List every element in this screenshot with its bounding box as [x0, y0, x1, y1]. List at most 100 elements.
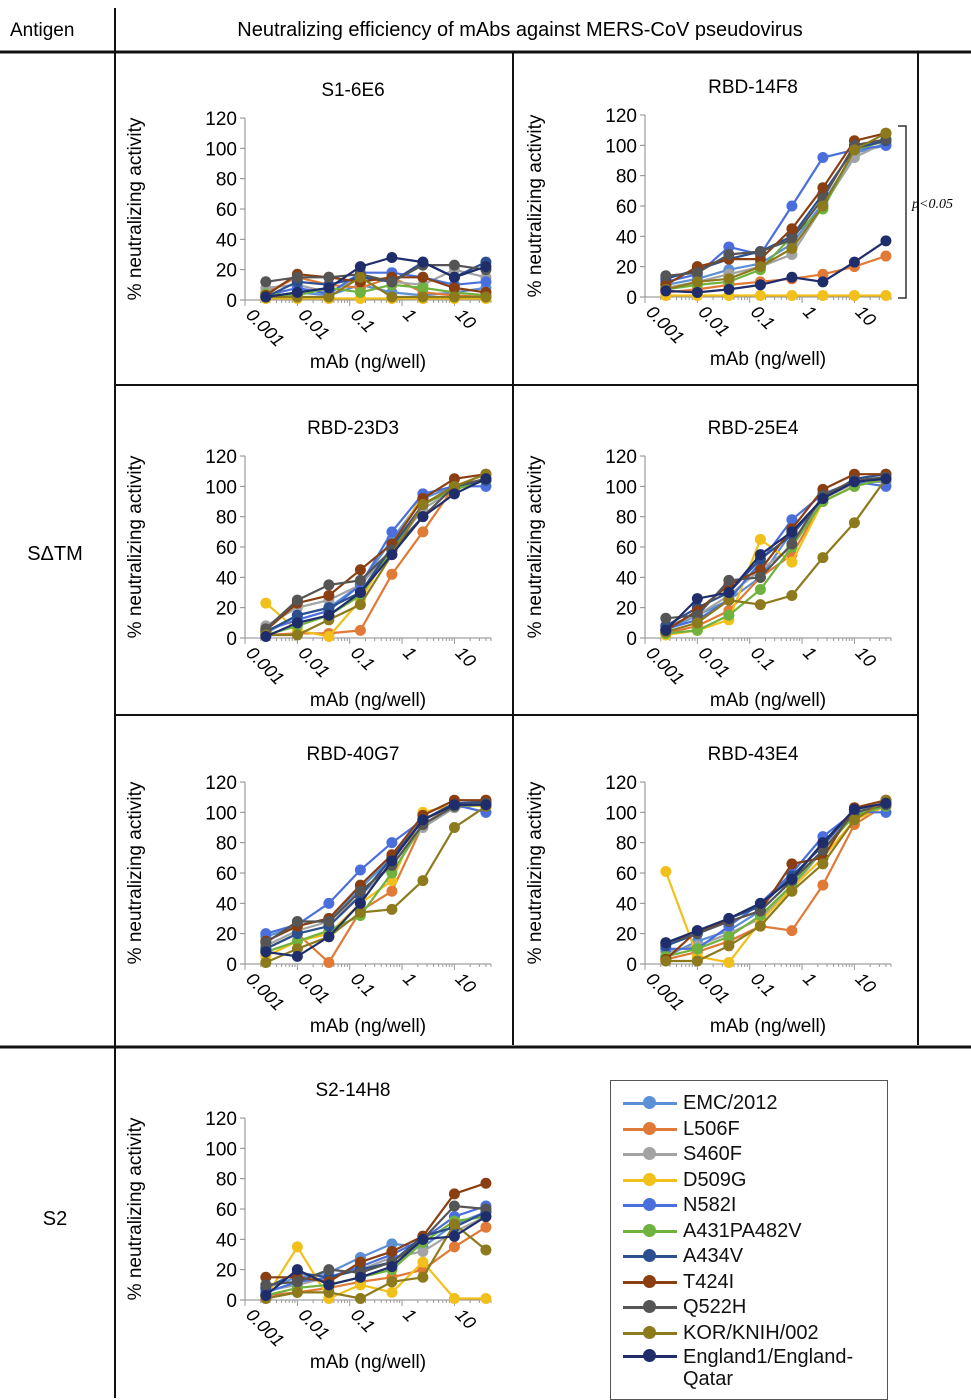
data-point: [386, 1245, 398, 1257]
data-point: [691, 593, 703, 605]
y-tick-label: 0: [226, 1291, 237, 1312]
x-axis-label: mAb (ng/well): [310, 690, 426, 711]
data-point: [417, 499, 429, 511]
data-point: [786, 538, 798, 550]
x-tick-label: 0.1: [747, 969, 779, 1001]
legend-swatch-icon: [623, 1221, 677, 1241]
x-tick-label: 1: [399, 1305, 420, 1326]
chart-title: RBD-43E4: [708, 744, 799, 765]
data-point: [323, 956, 335, 968]
legend: EMC/2012 L506F S460F D509G N582I A431PA482V A4…: [610, 1080, 888, 1400]
data-point: [291, 271, 303, 283]
data-point: [417, 271, 429, 283]
data-point: [260, 1279, 272, 1291]
data-point: [386, 526, 398, 538]
y-tick-label: 100: [205, 477, 237, 498]
data-point: [480, 1221, 492, 1233]
data-point: [723, 587, 735, 598]
data-point: [291, 1264, 303, 1276]
data-point: [660, 270, 672, 282]
x-tick-label: 1: [399, 643, 420, 664]
legend-item: A431PA482V: [623, 1219, 802, 1243]
data-point: [323, 579, 335, 591]
data-point: [786, 242, 798, 254]
data-point: [480, 473, 492, 485]
data-point: [786, 271, 798, 283]
y-axis-label: % neutralizing activity: [125, 1117, 146, 1300]
legend-label: D509G: [683, 1168, 747, 1191]
x-tick-label: 0.001: [242, 305, 288, 351]
data-point: [754, 246, 766, 257]
x-tick-label: 0.001: [642, 969, 688, 1015]
y-tick-label: 20: [616, 925, 637, 946]
data-point: [817, 182, 829, 194]
data-point: [817, 276, 829, 288]
series-line: [264, 1244, 486, 1300]
data-point: [323, 630, 335, 642]
y-tick-label: 60: [616, 864, 637, 885]
chart-panel: RBD-23D3 % neutralizing activity 0 20 40 60 80…: [125, 418, 492, 711]
significance-bracket: p<0.05: [898, 125, 953, 299]
y-tick-label: 120: [205, 1109, 237, 1130]
data-point: [723, 913, 735, 924]
data-point: [291, 950, 303, 962]
data-point: [354, 906, 366, 918]
data-point: [260, 291, 272, 303]
data-point: [448, 480, 460, 492]
y-tick-label: 20: [216, 261, 237, 282]
data-point: [848, 289, 860, 301]
legend-label: KOR/KNIH/002: [683, 1321, 819, 1344]
data-point: [386, 291, 398, 303]
legend-item: D509G: [623, 1168, 746, 1192]
data-point: [723, 283, 735, 295]
data-point: [291, 629, 303, 641]
data-point: [386, 276, 398, 288]
data-point: [291, 928, 303, 940]
data-point: [754, 289, 766, 301]
y-axis-label: % neutralizing activity: [525, 781, 546, 964]
data-point: [754, 533, 766, 545]
y-tick-label: 60: [216, 200, 237, 221]
y-tick-label: 100: [205, 1139, 237, 1160]
data-point: [260, 937, 272, 949]
x-tick-label: 10: [852, 643, 880, 671]
data-point: [291, 935, 303, 947]
x-tick-label: 0.1: [347, 305, 379, 337]
x-tick-label: 0.001: [642, 643, 688, 689]
data-point: [260, 928, 272, 940]
data-point: [260, 956, 272, 968]
y-tick-label: 40: [216, 230, 237, 251]
y-tick-label: 40: [216, 1230, 237, 1251]
legend-swatch-icon: [623, 1119, 677, 1139]
x-tick-label: 10: [452, 305, 480, 333]
y-tick-label: 80: [616, 167, 637, 188]
data-point: [660, 865, 672, 877]
data-point: [448, 1218, 460, 1230]
x-axis-label: mAb (ng/well): [710, 690, 826, 711]
data-point: [786, 556, 798, 568]
y-axis-label: % neutralizing activity: [125, 455, 146, 638]
y-tick-label: 80: [216, 508, 237, 529]
data-point: [354, 574, 366, 586]
data-point: [291, 1286, 303, 1298]
data-point: [386, 885, 398, 897]
y-tick-label: 120: [205, 773, 237, 794]
data-point: [691, 955, 703, 967]
y-tick-label: 40: [616, 568, 637, 589]
data-point: [691, 624, 703, 636]
data-point: [723, 574, 735, 586]
data-point: [817, 151, 829, 163]
data-point: [660, 955, 672, 967]
legend-label: Q522H: [683, 1296, 747, 1318]
data-point: [786, 858, 798, 870]
data-point: [386, 1286, 398, 1298]
legend-label: EMC/2012: [683, 1092, 778, 1114]
legend-label: L506F: [683, 1117, 740, 1140]
x-tick-label: 0.001: [242, 969, 288, 1015]
chart-title: RBD-14F8: [708, 77, 798, 98]
data-point: [723, 273, 735, 285]
data-point: [291, 594, 303, 606]
x-tick-label: 1: [399, 305, 420, 326]
x-tick-label: 0.01: [695, 302, 734, 341]
data-point: [354, 885, 366, 897]
